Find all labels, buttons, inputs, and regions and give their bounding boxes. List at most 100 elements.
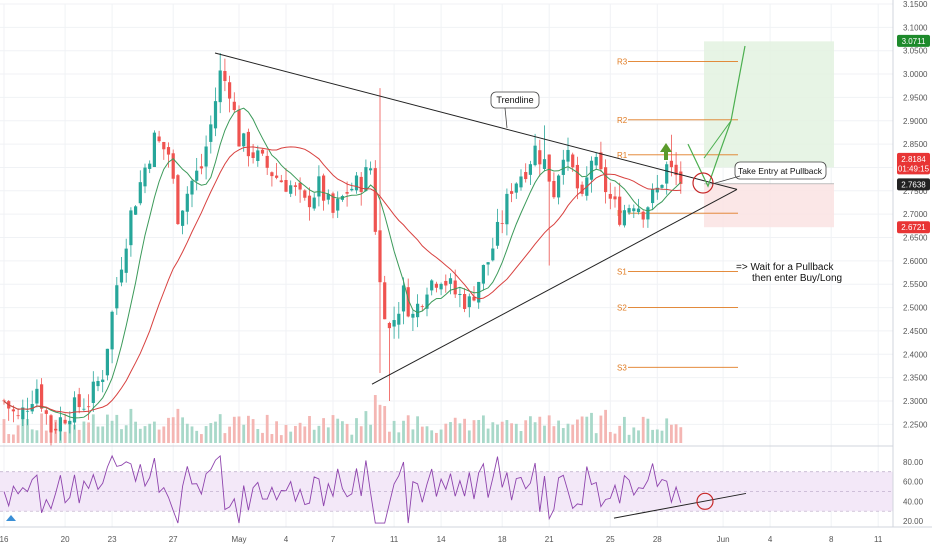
candle-body xyxy=(467,296,471,308)
volume-bar xyxy=(646,418,650,443)
candle-body xyxy=(232,101,236,111)
volume-bar xyxy=(670,424,673,443)
volume-bar xyxy=(77,429,81,443)
candle-body xyxy=(420,306,424,307)
candle-body xyxy=(44,410,48,414)
candle-body xyxy=(547,154,551,182)
candle-body xyxy=(298,182,302,190)
volume-bar xyxy=(265,414,269,443)
volume-bar xyxy=(557,420,560,443)
trendline-callout xyxy=(490,91,540,109)
volume-bar xyxy=(552,426,556,443)
volume-bar xyxy=(181,417,184,443)
take-entry-annotation: Take Entry at Pullback xyxy=(738,166,823,176)
candle-body xyxy=(571,154,575,168)
pivot-label-s1: S1 xyxy=(617,268,627,277)
candle-body xyxy=(143,167,147,187)
volume-bar xyxy=(571,424,575,443)
volume-bar xyxy=(364,411,368,443)
volume-bar xyxy=(679,427,683,443)
pivot-label-r3: R3 xyxy=(617,57,628,66)
candle-body xyxy=(91,381,95,403)
volume-bar xyxy=(91,414,95,443)
volume-bar xyxy=(148,423,152,443)
price-badge-label: 2.7638 xyxy=(901,180,926,189)
price-tick-label: 2.7000 xyxy=(903,210,928,219)
volume-bar xyxy=(317,425,321,443)
volume-bar xyxy=(143,426,147,443)
volume-bar xyxy=(655,429,659,443)
volume-bar xyxy=(543,425,546,443)
volume-bar xyxy=(388,431,391,443)
volume-bar xyxy=(336,418,340,443)
candle-body xyxy=(331,193,335,213)
volume-bar xyxy=(355,418,358,443)
volume-bar xyxy=(613,433,617,443)
volume-bar xyxy=(308,416,311,443)
volume-bar xyxy=(157,429,161,443)
candle-body xyxy=(275,175,279,178)
price-tick-label: 2.6500 xyxy=(903,234,928,243)
volume-bar xyxy=(547,415,551,443)
volume-bar xyxy=(129,408,133,443)
candle-body xyxy=(129,210,133,246)
candle-body xyxy=(510,191,514,194)
candles xyxy=(2,53,683,446)
volume-bar xyxy=(500,421,504,443)
candle-body xyxy=(350,188,354,191)
time-tick-label: 23 xyxy=(108,535,117,544)
volume-bar xyxy=(585,416,589,443)
candle-body xyxy=(519,176,523,188)
volume-bar xyxy=(580,416,584,443)
candle-body xyxy=(655,187,659,193)
candle-body xyxy=(618,196,622,225)
ma-fast-line xyxy=(3,107,682,419)
volume-bar xyxy=(561,428,565,443)
candle-body xyxy=(190,180,194,195)
volume-bar xyxy=(623,416,626,443)
volume-bar xyxy=(256,429,260,443)
volume-bar xyxy=(2,419,6,443)
volume-bar xyxy=(411,429,415,443)
ma-slow-line xyxy=(3,146,681,414)
volume-bar xyxy=(505,420,509,443)
candle-body xyxy=(425,294,429,309)
volume-bar xyxy=(185,423,189,443)
candle-body xyxy=(195,170,199,181)
rsi-tick-label: 60.00 xyxy=(903,478,924,487)
price-tick-label: 2.5500 xyxy=(903,280,928,289)
volume-bar xyxy=(251,419,255,443)
rsi-tick-label: 40.00 xyxy=(903,497,924,506)
volume-bar xyxy=(359,426,363,443)
candle-body xyxy=(651,189,655,204)
volume-bar xyxy=(576,419,579,443)
volume-bar xyxy=(510,423,513,443)
candle-body xyxy=(439,283,443,290)
candle-body xyxy=(345,192,349,194)
volume-bar xyxy=(533,422,537,443)
volume-bar xyxy=(261,432,264,443)
volume-bar xyxy=(214,421,217,443)
volume-bar xyxy=(641,416,645,443)
candle-body xyxy=(284,179,288,192)
price-tick-label: 2.9500 xyxy=(903,93,928,102)
volume-bar xyxy=(406,415,410,443)
projection-leg xyxy=(703,120,732,159)
volume-bar xyxy=(218,414,222,443)
candle-body xyxy=(199,166,203,169)
candle-body xyxy=(505,193,509,225)
volume-bar xyxy=(190,426,194,443)
price-tick-label: 2.9000 xyxy=(903,117,928,126)
volume-bar xyxy=(472,420,476,443)
volume-bar xyxy=(651,429,654,443)
candle-body xyxy=(552,180,556,198)
candle-body xyxy=(364,167,368,191)
candle-body xyxy=(138,182,142,204)
candle-body xyxy=(242,133,246,147)
candle-body xyxy=(660,185,664,188)
candle-body xyxy=(228,82,232,99)
volume-bar xyxy=(171,417,175,443)
wait-annotation-line1: => Wait for a Pullback xyxy=(736,262,834,273)
